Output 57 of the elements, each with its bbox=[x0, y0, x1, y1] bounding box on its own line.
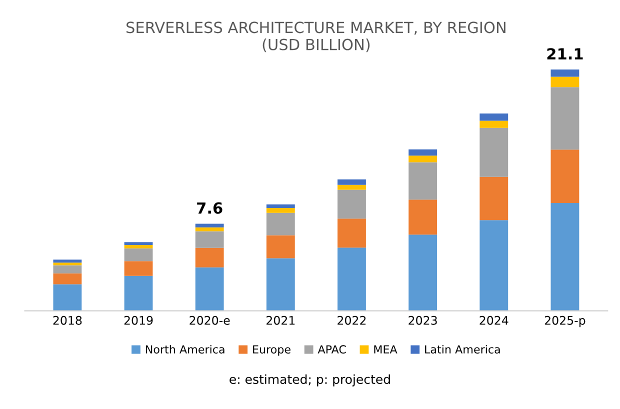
bar bbox=[408, 234, 438, 311]
bar bbox=[124, 276, 153, 311]
bar bbox=[266, 212, 295, 236]
legend-label: MEA bbox=[374, 345, 398, 354]
bar bbox=[550, 87, 580, 150]
bar bbox=[550, 150, 580, 203]
bar bbox=[408, 162, 438, 200]
bar bbox=[266, 208, 295, 213]
bar bbox=[195, 224, 224, 228]
legend-label: Latin America bbox=[425, 344, 500, 354]
bar bbox=[53, 260, 82, 263]
bar bbox=[266, 258, 295, 311]
legend-label: APAC bbox=[318, 345, 346, 354]
bar bbox=[124, 242, 153, 245]
bar bbox=[53, 284, 82, 311]
chart-title: SERVERLESS ARCHITECTURE MARKET, BY REGION (USD BILLION) bbox=[126, 22, 506, 52]
x-tick-label: 2020-e bbox=[190, 316, 230, 325]
bar bbox=[550, 202, 580, 311]
bar bbox=[266, 204, 295, 208]
x-tick-label: 2019 bbox=[124, 316, 153, 325]
legend-label: Europe bbox=[253, 345, 290, 356]
x-tick-label: 2022 bbox=[338, 316, 366, 325]
bar bbox=[53, 262, 82, 266]
x-tick-label: 2024 bbox=[480, 316, 508, 325]
bar bbox=[480, 220, 508, 311]
bar bbox=[408, 149, 438, 156]
bar bbox=[338, 184, 366, 190]
bar bbox=[338, 190, 366, 219]
bar bbox=[338, 248, 366, 311]
x-tick-label: 2021 bbox=[266, 316, 295, 325]
bar bbox=[124, 244, 153, 248]
bar bbox=[195, 227, 224, 232]
bar bbox=[408, 156, 438, 162]
annotation: 21.1 bbox=[547, 48, 583, 60]
x-tick-label: 2018 bbox=[53, 316, 82, 325]
bar bbox=[480, 120, 508, 128]
bar bbox=[195, 267, 224, 311]
x-tick-label: 2025-p bbox=[544, 316, 586, 328]
bar bbox=[53, 265, 82, 274]
bar bbox=[195, 248, 224, 268]
bar bbox=[338, 218, 366, 248]
x-tick-label: 2023 bbox=[408, 316, 437, 325]
bar bbox=[195, 231, 224, 248]
text: e: estimated; p: projected bbox=[230, 374, 390, 386]
bar bbox=[480, 128, 508, 177]
bar bbox=[408, 200, 438, 235]
bar bbox=[338, 179, 366, 185]
bar bbox=[53, 273, 82, 284]
bar bbox=[550, 70, 580, 77]
bar bbox=[480, 113, 508, 121]
bar bbox=[124, 261, 153, 276]
bar bbox=[480, 176, 508, 220]
bar bbox=[550, 76, 580, 88]
legend-label: North America bbox=[146, 344, 224, 354]
bar bbox=[266, 235, 295, 258]
annotation: 7.6 bbox=[197, 202, 222, 214]
bar bbox=[124, 248, 153, 262]
